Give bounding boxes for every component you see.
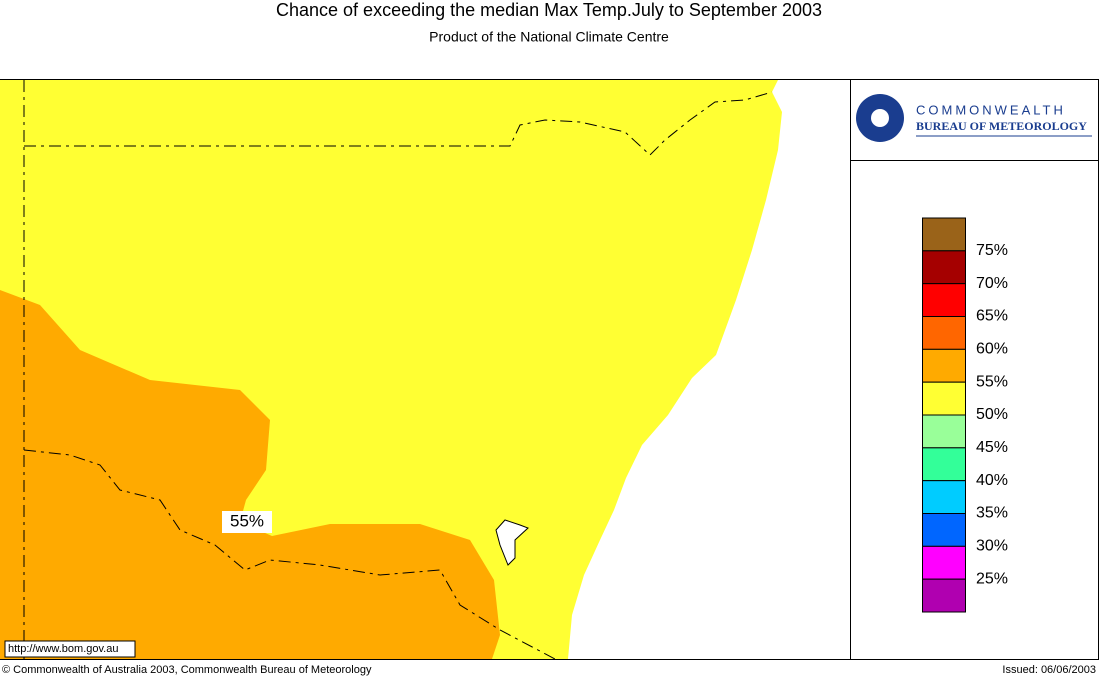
legend-swatch (922, 447, 966, 482)
legend-label: 70% (976, 275, 1008, 292)
logo-text: BUREAU OF METEOROLOGY (916, 119, 1087, 133)
legend-label: 35% (976, 505, 1008, 522)
legend-swatch (922, 217, 966, 252)
legend-label: 75% (976, 242, 1008, 259)
legend-swatch (922, 480, 966, 514)
logo-text: COMMONWEALTH (916, 102, 1066, 117)
legend-swatch (922, 545, 966, 580)
borders (23, 80, 773, 660)
legend-label: 30% (976, 538, 1008, 555)
legend-swatch (922, 513, 966, 547)
legend-swatch (922, 283, 966, 317)
legend-label: 65% (976, 308, 1008, 325)
probability-region (0, 290, 500, 659)
subtitle: Product of the National Climate Centre (429, 29, 669, 45)
url: http://www.bom.gov.au (8, 643, 118, 655)
legend-label: 55% (976, 373, 1008, 390)
legend-swatch (922, 381, 966, 416)
copyright: © Commonwealth of Australia 2003, Common… (2, 664, 372, 676)
contour-label-bg (222, 511, 272, 533)
legend-swatch (922, 578, 966, 613)
legend-swatch (922, 316, 966, 350)
legend-label: 45% (976, 439, 1008, 456)
legend-swatch (922, 250, 966, 285)
legend-label: 60% (976, 341, 1008, 358)
issued: Issued: 06/06/2003 (1002, 664, 1096, 676)
url-box (4, 640, 136, 658)
logo: COMMONWEALTH BUREAU OF METEOROLOGY (856, 94, 1092, 142)
legend-swatch (922, 348, 966, 383)
island (495, 519, 529, 566)
legend-label: 50% (976, 406, 1008, 423)
legend-label: 40% (976, 472, 1008, 489)
title: Chance of exceeding the median Max Temp.… (276, 0, 822, 20)
legend-swatch (922, 414, 966, 449)
logo-emblem (871, 109, 889, 127)
legend-label: 25% (976, 570, 1008, 587)
contour-label: 55% (230, 511, 264, 530)
